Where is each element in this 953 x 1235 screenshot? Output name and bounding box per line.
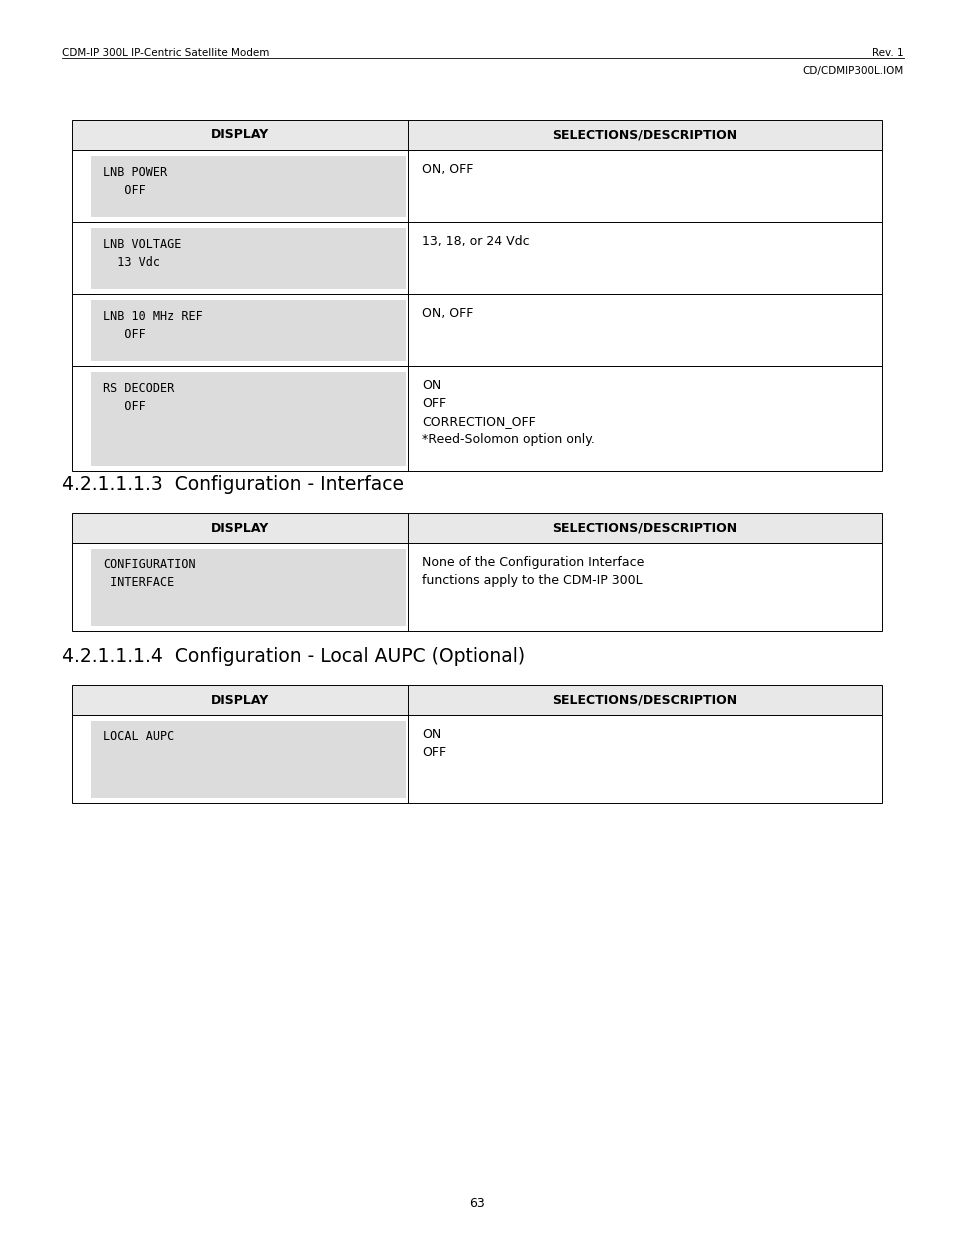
Text: SELECTIONS/DESCRIPTION: SELECTIONS/DESCRIPTION: [552, 694, 737, 706]
Text: SELECTIONS/DESCRIPTION: SELECTIONS/DESCRIPTION: [552, 128, 737, 142]
Text: ON
OFF
CORRECTION_OFF
*Reed-Solomon option only.: ON OFF CORRECTION_OFF *Reed-Solomon opti…: [422, 379, 595, 446]
Text: DISPLAY: DISPLAY: [211, 128, 269, 142]
Bar: [71, 513, 882, 543]
Bar: [91, 227, 406, 289]
Bar: [91, 548, 406, 625]
Text: LNB VOLTAGE
  13 Vdc: LNB VOLTAGE 13 Vdc: [103, 237, 181, 268]
Text: 4.2.1.1.1.4  Configuration - Local AUPC (Optional): 4.2.1.1.1.4 Configuration - Local AUPC (…: [62, 647, 524, 666]
Text: LNB 10 MHz REF
   OFF: LNB 10 MHz REF OFF: [103, 310, 203, 341]
Text: CD/CDMIP300L.IOM: CD/CDMIP300L.IOM: [801, 65, 903, 77]
Text: ON, OFF: ON, OFF: [422, 163, 473, 177]
Text: LNB POWER
   OFF: LNB POWER OFF: [103, 165, 167, 196]
Text: 4.2.1.1.1.3  Configuration - Interface: 4.2.1.1.1.3 Configuration - Interface: [62, 475, 403, 494]
Bar: [91, 156, 406, 216]
Bar: [91, 720, 406, 798]
Text: DISPLAY: DISPLAY: [211, 521, 269, 535]
Text: LOCAL AUPC: LOCAL AUPC: [103, 730, 174, 743]
Bar: [71, 685, 882, 715]
Text: CONFIGURATION
 INTERFACE: CONFIGURATION INTERFACE: [103, 558, 195, 589]
Text: SELECTIONS/DESCRIPTION: SELECTIONS/DESCRIPTION: [552, 521, 737, 535]
Text: RS DECODER
   OFF: RS DECODER OFF: [103, 382, 174, 412]
Bar: [71, 543, 882, 631]
Text: 63: 63: [469, 1197, 484, 1210]
Bar: [71, 294, 882, 366]
Text: 13, 18, or 24 Vdc: 13, 18, or 24 Vdc: [422, 235, 529, 248]
Bar: [91, 300, 406, 361]
Text: CDM-IP 300L IP-Centric Satellite Modem: CDM-IP 300L IP-Centric Satellite Modem: [62, 48, 269, 58]
Bar: [71, 222, 882, 294]
Text: ON, OFF: ON, OFF: [422, 308, 473, 320]
Text: ON
OFF: ON OFF: [422, 727, 446, 760]
Bar: [91, 372, 406, 466]
Bar: [71, 149, 882, 222]
Bar: [71, 366, 882, 471]
Bar: [71, 120, 882, 149]
Text: DISPLAY: DISPLAY: [211, 694, 269, 706]
Bar: [71, 715, 882, 803]
Text: Rev. 1: Rev. 1: [871, 48, 903, 58]
Text: None of the Configuration Interface
functions apply to the CDM-IP 300L: None of the Configuration Interface func…: [422, 556, 644, 587]
